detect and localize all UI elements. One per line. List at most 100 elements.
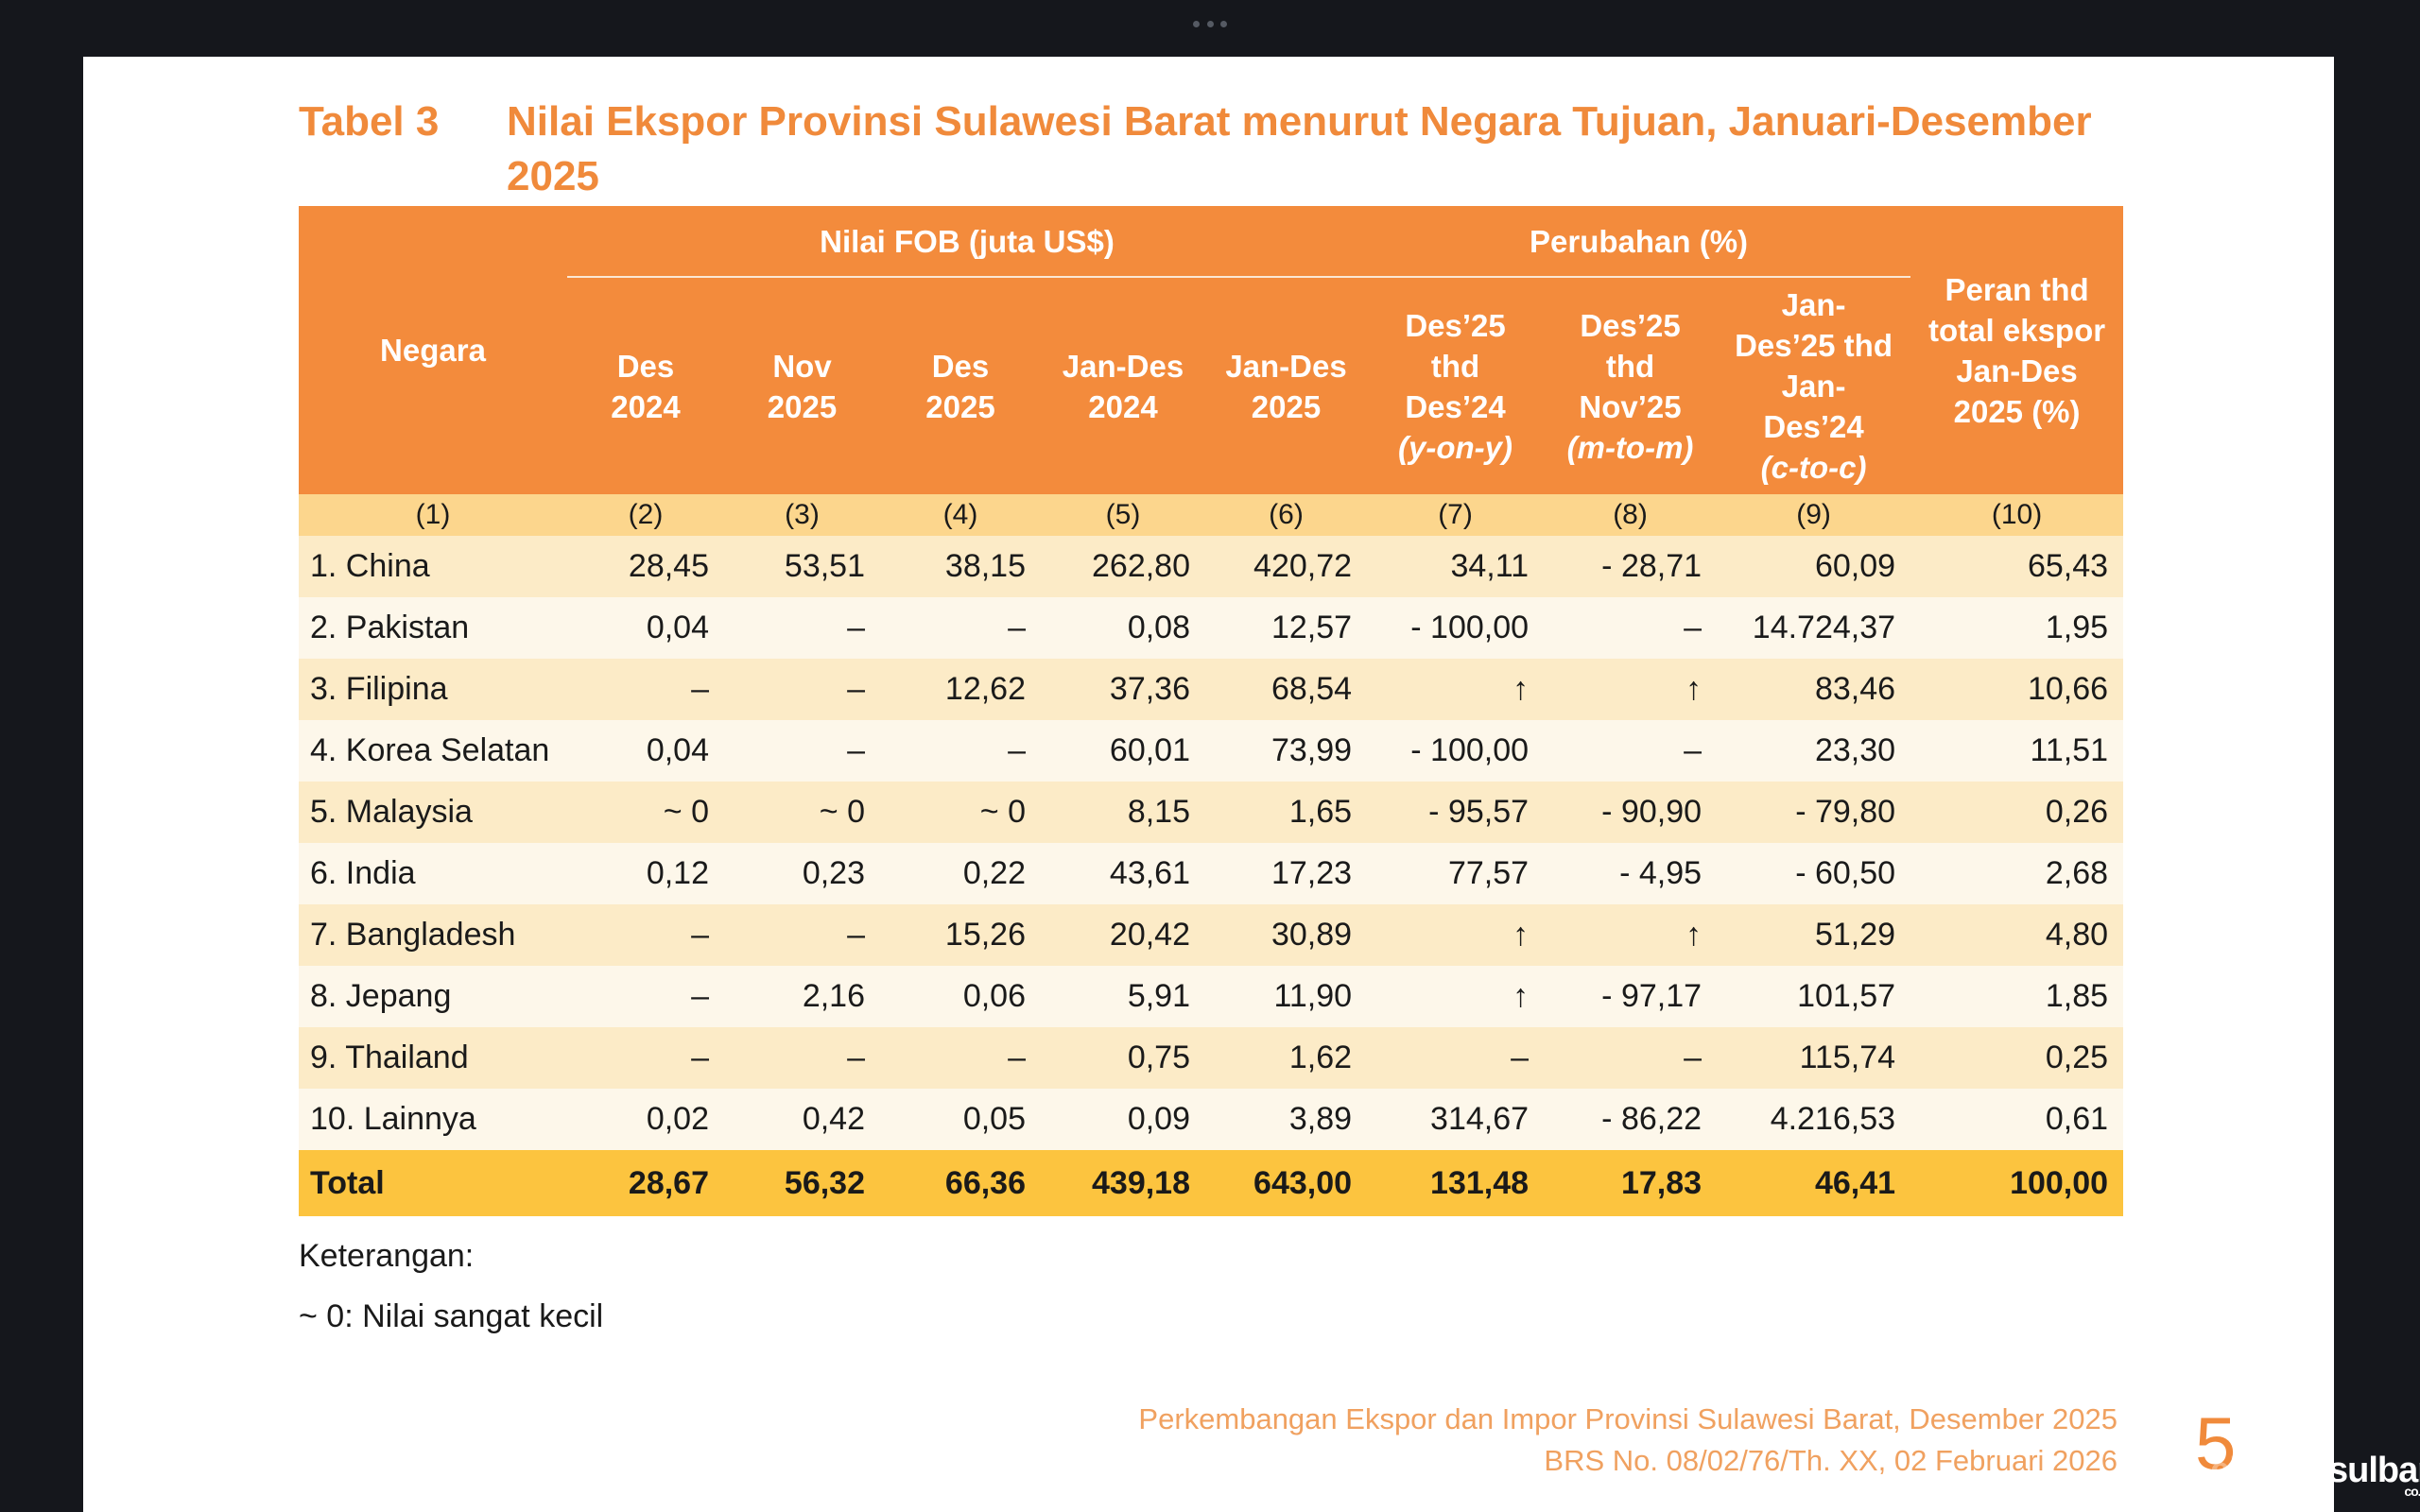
table-cell: 38,15: [880, 536, 1041, 597]
table-cell: –: [1544, 597, 1718, 659]
table-cell: –: [567, 904, 724, 966]
country-name: 9. Thailand: [299, 1027, 567, 1089]
table-cell: 0,75: [1041, 1027, 1205, 1089]
header-group-row: Negara Nilai FOB (juta US$) Perubahan (%…: [299, 206, 2124, 429]
col-yoy: Des’25 thd Des’24 (y-on-y): [1398, 307, 1513, 465]
table-body: 1. China 28,45 53,51 38,15 262,80 420,72 34,11…: [299, 536, 2124, 1150]
table-cell: - 97,17: [1544, 966, 1718, 1027]
col-num: (2): [567, 494, 724, 536]
table-cell: 0,23: [724, 843, 880, 904]
table-cell: 0,08: [1041, 597, 1205, 659]
table-cell: 20,42: [1041, 904, 1205, 966]
table-cell: 262,80: [1041, 536, 1205, 597]
table-cell: 34,11: [1367, 536, 1545, 597]
table-cell: –: [724, 904, 880, 966]
table-cell: 1,65: [1205, 782, 1368, 843]
col-num: (3): [724, 494, 880, 536]
table-row: 7. Bangladesh – –15,26 20,42 30,89 ↑ ↑ 51,29 4,8…: [299, 904, 2124, 966]
col-negara: Negara: [380, 333, 486, 368]
table-cell: 53,51: [724, 536, 880, 597]
group-fob: Nilai FOB (juta US$): [567, 206, 1368, 278]
table-cell: 60,09: [1717, 536, 1911, 597]
table-cell: 1,62: [1205, 1027, 1368, 1089]
total-row: Total 28,67 56,32 66,36 439,18 643,00 13…: [299, 1150, 2124, 1216]
table-cell: 28,45: [567, 536, 724, 597]
table-cell: 115,74: [1717, 1027, 1911, 1089]
table-cell: 101,57: [1717, 966, 1911, 1027]
table-cell: 17,23: [1205, 843, 1368, 904]
table-cell: - 100,00: [1367, 597, 1545, 659]
table-cell: 1,95: [1910, 597, 2124, 659]
footer-line-1: Perkembangan Ekspor dan Impor Provinsi S…: [1138, 1402, 2118, 1435]
country-name: 7. Bangladesh: [299, 904, 567, 966]
col-jan-des-2025: Jan-Des 2025: [1225, 348, 1347, 424]
watermark-small: co.id: [2404, 1484, 2420, 1499]
table-cell: ~ 0: [880, 782, 1041, 843]
watermark-faint: ekspos: [2210, 1451, 2329, 1490]
table-row: 5. Malaysia ~ 0 ~ 0 ~ 0 8,15 1,65- 95,57- 90,…: [299, 782, 2124, 843]
notes-item: ~ 0: Nilai sangat kecil: [299, 1298, 604, 1334]
table-cell: - 79,80: [1717, 782, 1911, 843]
table-cell: ↑: [1367, 966, 1545, 1027]
col-num: (7): [1367, 494, 1545, 536]
export-table: Negara Nilai FOB (juta US$) Perubahan (%…: [299, 206, 2124, 1216]
table-cell: 43,61: [1041, 843, 1205, 904]
table-cell: –: [567, 1027, 724, 1089]
footer-line-2: BRS No. 08/02/76/Th. XX, 02 Februari 202…: [1544, 1444, 2118, 1477]
table-cell: 68,54: [1205, 659, 1368, 720]
table-cell: - 4,95: [1544, 843, 1718, 904]
col-mtm: Des’25 thd Nov’25 (m-to-m): [1566, 307, 1694, 465]
dot: [1206, 21, 1214, 27]
table-cell: –: [724, 1027, 880, 1089]
table-cell: ↑: [1367, 904, 1545, 966]
notes-heading: Keterangan:: [299, 1238, 475, 1274]
table-cell: –: [1544, 1027, 1718, 1089]
table-cell: 51,29: [1717, 904, 1911, 966]
col-nov-2025: Nov 2025: [767, 348, 838, 424]
col-num: (10): [1910, 494, 2124, 536]
table-cell: –: [724, 720, 880, 782]
table-cell: 2,16: [724, 966, 880, 1027]
table-cell: 77,57: [1367, 843, 1545, 904]
table-cell: - 90,90: [1544, 782, 1718, 843]
table-cell: ↑: [1544, 659, 1718, 720]
table-cell: - 28,71: [1544, 536, 1718, 597]
table-row: 8. Jepang –2,16 0,06 5,91 11,90 ↑ - 97,17 101,5…: [299, 966, 2124, 1027]
table-cell: - 100,00: [1367, 720, 1545, 782]
table-cell: –: [880, 720, 1041, 782]
table-cell: 0,61: [1910, 1089, 2124, 1150]
table-row: 4. Korea Selatan 0,04– –60,01 73,99- 100,00…: [299, 720, 2124, 782]
table-cell: –: [880, 597, 1041, 659]
table-cell: ~ 0: [567, 782, 724, 843]
table-cell: 0,12: [567, 843, 724, 904]
table-cell: 0,05: [880, 1089, 1041, 1150]
dot: [1193, 21, 1200, 27]
table-cell: 0,04: [567, 720, 724, 782]
table-cell: 0,26: [1910, 782, 2124, 843]
table-cell: 2,68: [1910, 843, 2124, 904]
table-row: 10. Lainnya 0,02 0,42 0,05 0,09 3,89 314,67- 8…: [299, 1089, 2124, 1150]
window-drag-handle[interactable]: [1193, 21, 1227, 30]
table-cell: - 86,22: [1544, 1089, 1718, 1150]
table-cell: 37,36: [1041, 659, 1205, 720]
total-cell: 66,36: [880, 1150, 1041, 1216]
total-cell: 46,41: [1717, 1150, 1911, 1216]
col-num: (6): [1205, 494, 1368, 536]
country-name: 5. Malaysia: [299, 782, 567, 843]
total-label: Total: [299, 1150, 567, 1216]
table-title: Nilai Ekspor Provinsi Sulawesi Barat men…: [507, 98, 2092, 199]
table-cell: 0,06: [880, 966, 1041, 1027]
table-cell: 30,89: [1205, 904, 1368, 966]
table-row: 6. India 0,12 0,23 0,22 43,61 17,23 77,57- 4,9…: [299, 843, 2124, 904]
table-cell: 4,80: [1910, 904, 2124, 966]
table-cell: - 60,50: [1717, 843, 1911, 904]
table-cell: 8,15: [1041, 782, 1205, 843]
table-cell: –: [724, 659, 880, 720]
table-cell: –: [567, 659, 724, 720]
col-jan-des-2024: Jan-Des 2024: [1062, 348, 1184, 424]
table-cell: 14.724,37: [1717, 597, 1911, 659]
col-num: (5): [1041, 494, 1205, 536]
table-cell: ~ 0: [724, 782, 880, 843]
table-cell: –: [880, 1027, 1041, 1089]
total-cell: 439,18: [1041, 1150, 1205, 1216]
